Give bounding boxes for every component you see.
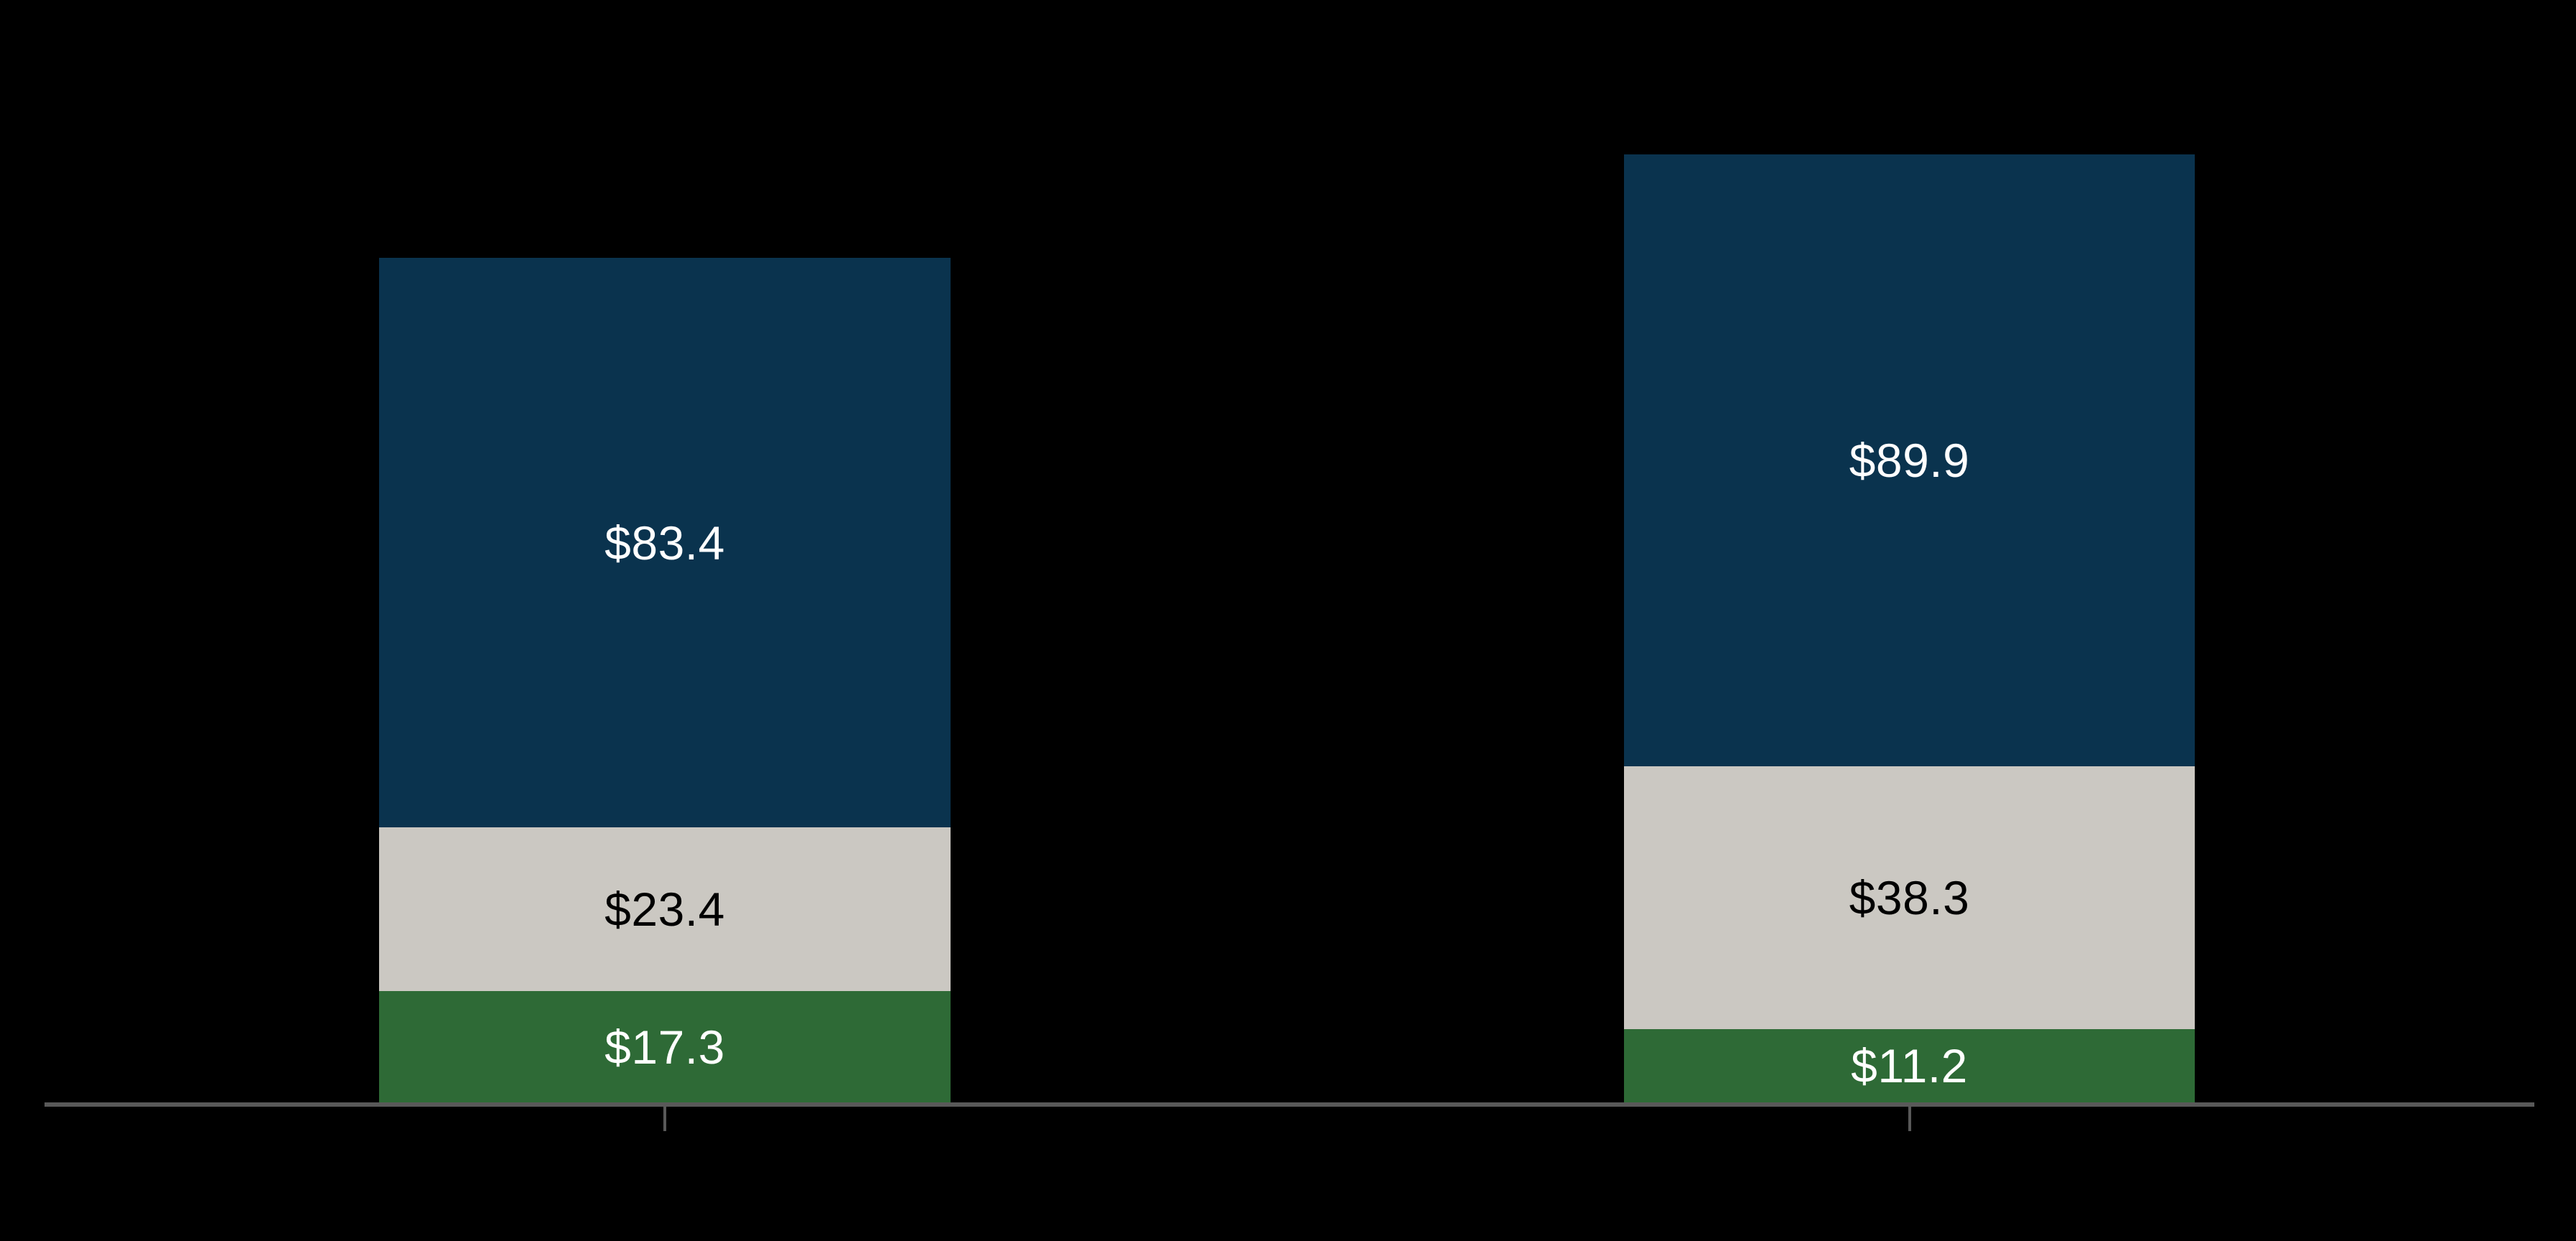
x-axis-line — [45, 1102, 2534, 1107]
stacked-bar-1: $83.4 $23.4 $17.3 — [379, 258, 951, 1102]
bar2-segment-green: $11.2 — [1624, 1029, 2195, 1102]
stacked-bar-2: $89.9 $38.3 $11.2 — [1624, 154, 2195, 1102]
bar1-segment-gray: $23.4 — [379, 827, 951, 991]
bar2-segment-gray: $38.3 — [1624, 766, 2195, 1029]
bar2-segment-navy: $89.9 — [1624, 154, 2195, 766]
bar1-segment-navy: $83.4 — [379, 258, 951, 827]
bar1-segment-green: $17.3 — [379, 991, 951, 1102]
x-axis-tick-1 — [663, 1107, 666, 1131]
bar1-gray-value-label: $23.4 — [605, 883, 725, 936]
x-axis-tick-2 — [1908, 1107, 1911, 1131]
bar1-green-value-label: $17.3 — [605, 1020, 725, 1074]
bar2-green-value-label: $11.2 — [1851, 1039, 1968, 1092]
bar2-gray-value-label: $38.3 — [1849, 871, 1970, 924]
bar2-navy-value-label: $89.9 — [1849, 434, 1970, 487]
bar1-navy-value-label: $83.4 — [605, 516, 725, 570]
